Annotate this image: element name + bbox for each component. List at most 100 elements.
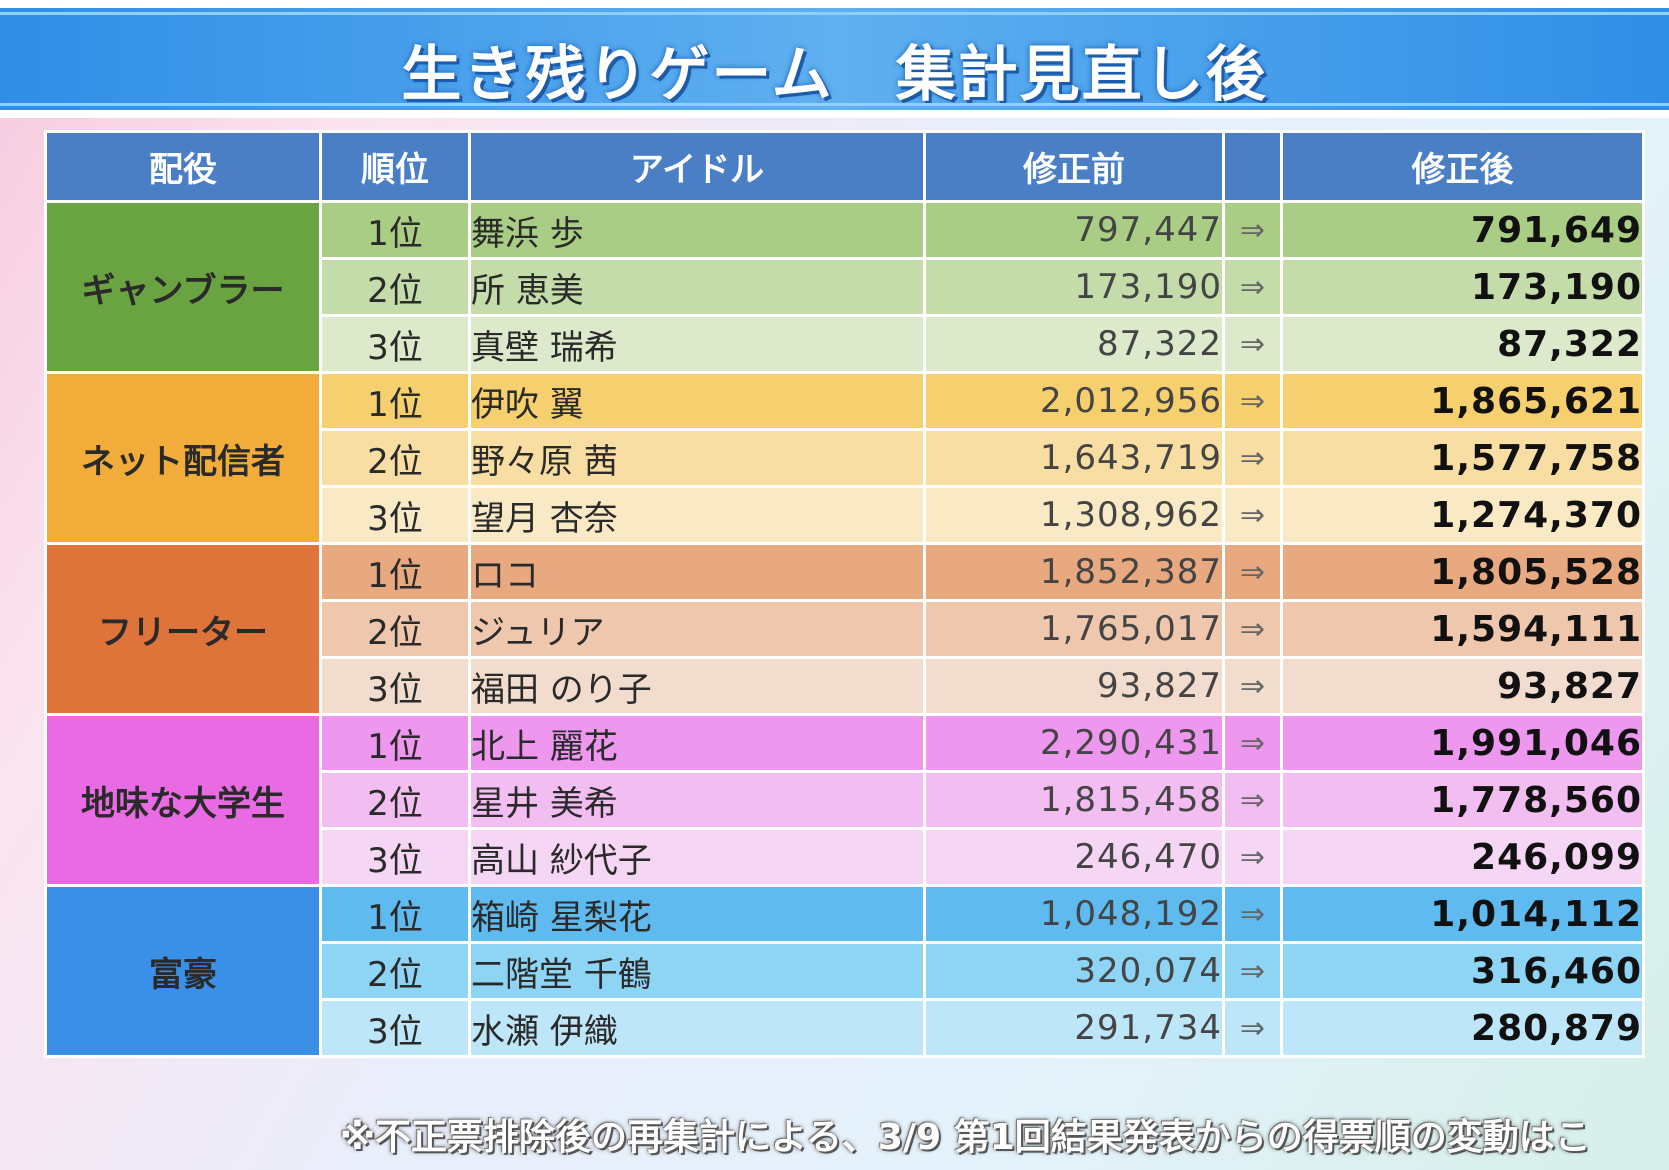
idol-name-cell: 星井 美希 xyxy=(468,770,926,830)
votes-before-cell: 87,322 xyxy=(923,314,1225,374)
table-row: ギャンブラー 1位 舞浜 歩 797,447 ⇒ 791,649 xyxy=(44,200,1645,374)
arrow-icon: ⇒ xyxy=(1222,827,1283,887)
table-row: 3位 高山 紗代子 246,470 ⇒ 246,099 xyxy=(46,827,1645,887)
votes-after-cell: 1,014,112 xyxy=(1280,884,1645,944)
arrow-icon: ⇒ xyxy=(1222,770,1283,830)
votes-before-cell: 2,290,431 xyxy=(923,713,1225,773)
arrow-icon: ⇒ xyxy=(1222,542,1283,602)
table-row: 2位所 恵美 173,190 ⇒ 173,190 xyxy=(46,257,1645,317)
header-idol: アイドル xyxy=(468,130,926,203)
page-title: 生き残りゲーム 集計見直し後 xyxy=(401,40,1268,110)
votes-before-cell: 1,643,719 xyxy=(923,428,1225,488)
table-row: 3位 福田 のり子 93,827 ⇒ 93,827 xyxy=(46,656,1645,716)
idol-name-cell: ジュリア xyxy=(468,599,926,659)
votes-after-cell: 173,190 xyxy=(1280,257,1645,317)
table-row: 3位 真壁 瑞希 87,322 ⇒ 87,322 xyxy=(46,314,1645,374)
idol-name-cell: 二階堂 千鶴 xyxy=(468,941,926,1001)
votes-before-cell: 1,308,962 xyxy=(923,485,1225,545)
table-row: 3位 望月 杏奈 1,308,962 ⇒ 1,274,370 xyxy=(46,485,1645,545)
arrow-icon: ⇒ xyxy=(1222,713,1283,773)
arrow-icon: ⇒ xyxy=(1222,599,1283,659)
footnote: ※不正票排除後の再集計による、3/9 第1回結果発表からの得票順の変動はこ xyxy=(340,1117,1591,1158)
votes-before-cell: 1,852,387 xyxy=(923,542,1225,602)
votes-after-cell: 1,577,758 xyxy=(1280,428,1645,488)
table-row: ネット配信者 1位 伊吹 翼 2,012,956 ⇒ 1,865,621 xyxy=(44,371,1645,545)
idol-name-cell: 北上 麗花 xyxy=(468,713,926,773)
table-row: 3位 水瀬 伊織 291,734 ⇒ 280,879 xyxy=(46,998,1645,1058)
title-banner: 生き残りゲーム 集計見直し後 xyxy=(0,0,1669,118)
votes-before-cell: 246,470 xyxy=(923,827,1225,887)
votes-before-cell: 1,048,192 xyxy=(923,884,1225,944)
arrow-icon: ⇒ xyxy=(1222,485,1283,545)
arrow-icon: ⇒ xyxy=(1222,428,1283,488)
idol-name-cell: 望月 杏奈 xyxy=(468,485,926,545)
header-rank: 順位 xyxy=(319,130,471,203)
rank-cell: 3位 xyxy=(319,827,471,887)
table-row: フリーター 1位 ロコ 1,852,387 ⇒ 1,805,528 xyxy=(44,542,1645,716)
votes-after-cell: 1,805,528 xyxy=(1280,542,1645,602)
rank-cell: 1位 xyxy=(319,200,471,260)
rank-cell: 1位 xyxy=(319,713,471,773)
votes-after-cell: 93,827 xyxy=(1280,656,1645,716)
votes-after-cell: 1,991,046 xyxy=(1280,713,1645,773)
arrow-icon: ⇒ xyxy=(1222,998,1283,1058)
rank-cell: 2位 xyxy=(319,941,471,1001)
votes-after-cell: 316,460 xyxy=(1280,941,1645,1001)
arrow-icon: ⇒ xyxy=(1222,314,1283,374)
table-body: ギャンブラー 1位 舞浜 歩 797,447 ⇒ 791,649 2位所 恵美 173,190… xyxy=(44,200,1645,1058)
votes-after-cell: 246,099 xyxy=(1280,827,1645,887)
table-row: 2位 星井 美希 1,815,458 ⇒ 1,778,560 xyxy=(46,770,1645,830)
votes-before-cell: 797,447 xyxy=(923,200,1225,260)
table-header-row: 配役 順位 アイドル 修正前 修正後 xyxy=(44,130,1645,203)
idol-name-cell: 真壁 瑞希 xyxy=(468,314,926,374)
idol-name-cell: 高山 紗代子 xyxy=(468,827,926,887)
rank-cell: 1位 xyxy=(319,371,471,431)
votes-after-cell: 1,274,370 xyxy=(1280,485,1645,545)
ranking-table: 配役 順位 アイドル 修正前 修正後 ギャンブラー 1位 舞浜 歩 797,447 ⇒ 7… xyxy=(44,130,1645,1058)
votes-after-cell: 1,594,111 xyxy=(1280,599,1645,659)
votes-before-cell: 93,827 xyxy=(923,656,1225,716)
votes-before-cell: 173,190 xyxy=(923,257,1225,317)
arrow-icon: ⇒ xyxy=(1222,941,1283,1001)
rank-cell: 2位 xyxy=(319,428,471,488)
votes-after-cell: 280,879 xyxy=(1280,998,1645,1058)
rank-cell: 3位 xyxy=(319,998,471,1058)
arrow-icon: ⇒ xyxy=(1222,884,1283,944)
rank-cell: 2位 xyxy=(319,599,471,659)
role-cell: ネット配信者 xyxy=(44,371,322,545)
header-arrow xyxy=(1222,130,1283,203)
rank-cell: 3位 xyxy=(319,314,471,374)
idol-name-cell: 伊吹 翼 xyxy=(468,371,926,431)
rank-cell: 3位 xyxy=(319,485,471,545)
rank-cell: 1位 xyxy=(319,884,471,944)
votes-before-cell: 1,815,458 xyxy=(923,770,1225,830)
idol-name-cell: 野々原 茜 xyxy=(468,428,926,488)
table-row: 富豪 1位 箱崎 星梨花 1,048,192 ⇒ 1,014,112 xyxy=(44,884,1645,1058)
header-after: 修正後 xyxy=(1280,130,1645,203)
table-row: 2位 野々原 茜 1,643,719 ⇒ 1,577,758 xyxy=(46,428,1645,488)
votes-after-cell: 1,778,560 xyxy=(1280,770,1645,830)
role-cell: ギャンブラー xyxy=(44,200,322,374)
idol-name-cell: 水瀬 伊織 xyxy=(468,998,926,1058)
votes-after-cell: 87,322 xyxy=(1280,314,1645,374)
header-before: 修正前 xyxy=(923,130,1225,203)
idol-name-cell: 所 恵美 xyxy=(468,257,926,317)
idol-name-cell: 箱崎 星梨花 xyxy=(468,884,926,944)
table-row: 2位 二階堂 千鶴 320,074 ⇒ 316,460 xyxy=(46,941,1645,1001)
role-cell: 地味な大学生 xyxy=(44,713,322,887)
header-role: 配役 xyxy=(44,130,322,203)
votes-before-cell: 320,074 xyxy=(923,941,1225,1001)
votes-before-cell: 291,734 xyxy=(923,998,1225,1058)
idol-name-cell: 福田 のり子 xyxy=(468,656,926,716)
idol-name-cell: ロコ xyxy=(468,542,926,602)
table-row: 2位 ジュリア 1,765,017 ⇒ 1,594,111 xyxy=(46,599,1645,659)
rank-cell: 2位 xyxy=(319,257,471,317)
table-row: 地味な大学生 1位 北上 麗花 2,290,431 ⇒ 1,991,046 xyxy=(44,713,1645,887)
rank-cell: 1位 xyxy=(319,542,471,602)
role-cell: フリーター xyxy=(44,542,322,716)
rank-cell: 2位 xyxy=(319,770,471,830)
role-cell: 富豪 xyxy=(44,884,322,1058)
arrow-icon: ⇒ xyxy=(1222,656,1283,716)
votes-before-cell: 2,012,956 xyxy=(923,371,1225,431)
arrow-icon: ⇒ xyxy=(1222,371,1283,431)
